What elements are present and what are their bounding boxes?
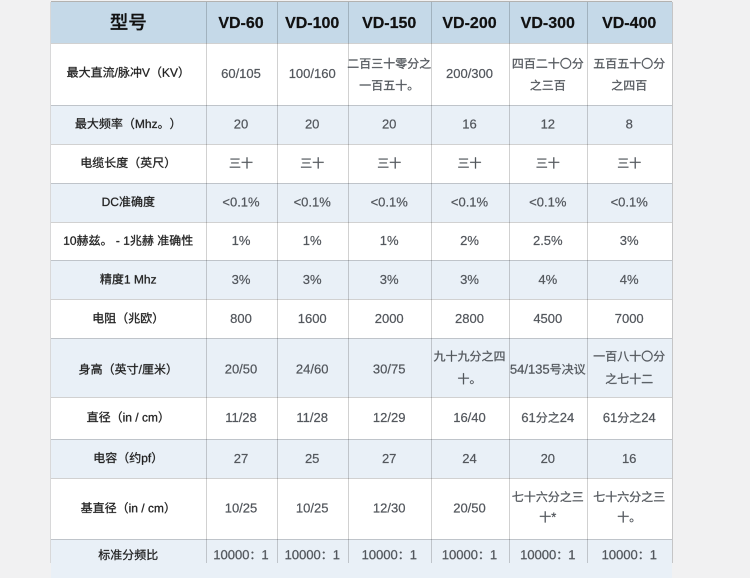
svg-text:800: 800 <box>230 311 252 326</box>
svg-text:10/25: 10/25 <box>296 500 329 515</box>
svg-text:12/30: 12/30 <box>373 500 406 515</box>
svg-text:100/160: 100/160 <box>289 66 336 81</box>
svg-text:16: 16 <box>622 451 636 466</box>
svg-text:10/25: 10/25 <box>225 500 258 515</box>
svg-text:VD-150: VD-150 <box>362 15 416 32</box>
svg-text:1%: 1% <box>232 233 251 248</box>
svg-text:12/29: 12/29 <box>373 410 406 425</box>
svg-text:3%: 3% <box>380 272 399 287</box>
svg-text:20: 20 <box>234 117 248 132</box>
svg-text:24/60: 24/60 <box>296 362 329 377</box>
svg-text:<0.1%: <0.1% <box>294 195 332 210</box>
svg-text:4%: 4% <box>620 272 639 287</box>
svg-text:VD-300: VD-300 <box>521 15 575 32</box>
svg-text:VD-100: VD-100 <box>285 15 339 32</box>
svg-text:2800: 2800 <box>455 311 484 326</box>
svg-text:VD-200: VD-200 <box>442 15 496 32</box>
svg-text:<0.1%: <0.1% <box>529 195 567 210</box>
svg-text:3%: 3% <box>232 272 251 287</box>
svg-text:11/28: 11/28 <box>225 410 257 425</box>
svg-text:16: 16 <box>462 117 476 132</box>
svg-text:4%: 4% <box>538 272 557 287</box>
svg-text:<0.1%: <0.1% <box>222 195 260 210</box>
svg-text:11/28: 11/28 <box>296 410 328 425</box>
svg-text:2000: 2000 <box>375 311 404 326</box>
svg-text:8: 8 <box>626 117 633 132</box>
svg-text:20: 20 <box>382 117 396 132</box>
svg-text:27: 27 <box>234 451 248 466</box>
svg-text:3%: 3% <box>620 233 639 248</box>
svg-text:24: 24 <box>462 451 476 466</box>
svg-text:VD-400: VD-400 <box>602 15 656 32</box>
svg-text:60/105: 60/105 <box>221 66 261 81</box>
svg-text:4500: 4500 <box>533 311 562 326</box>
svg-text:20/50: 20/50 <box>453 500 486 515</box>
svg-text:7000: 7000 <box>615 311 644 326</box>
svg-text:3%: 3% <box>303 272 322 287</box>
svg-text:2%: 2% <box>460 233 479 248</box>
svg-text:20: 20 <box>541 451 555 466</box>
svg-text:VD-60: VD-60 <box>218 15 263 32</box>
svg-text:1%: 1% <box>380 233 399 248</box>
svg-text:<0.1%: <0.1% <box>611 195 649 210</box>
svg-text:2.5%: 2.5% <box>533 233 563 248</box>
svg-text:12: 12 <box>541 117 555 132</box>
svg-text:20: 20 <box>305 117 319 132</box>
svg-text:200/300: 200/300 <box>446 66 493 81</box>
svg-text:1%: 1% <box>303 233 322 248</box>
svg-text:27: 27 <box>382 451 396 466</box>
svg-text:<0.1%: <0.1% <box>371 195 409 210</box>
svg-text:20/50: 20/50 <box>225 362 258 377</box>
svg-text:16/40: 16/40 <box>453 410 486 425</box>
svg-text:<0.1%: <0.1% <box>451 195 489 210</box>
svg-text:3%: 3% <box>460 272 479 287</box>
svg-text:25: 25 <box>305 451 319 466</box>
svg-text:1600: 1600 <box>298 311 327 326</box>
svg-text:30/75: 30/75 <box>373 362 406 377</box>
